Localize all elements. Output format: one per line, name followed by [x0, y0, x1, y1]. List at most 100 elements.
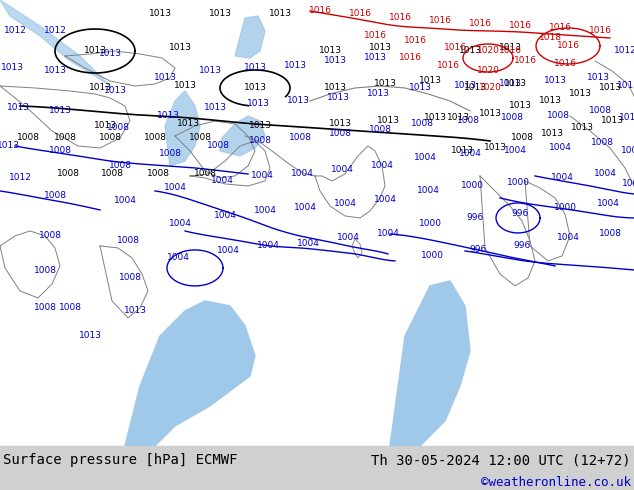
Text: 1008: 1008 — [117, 237, 139, 245]
Text: 1004: 1004 — [214, 212, 236, 220]
Text: 1004: 1004 — [330, 166, 353, 174]
Text: 1008: 1008 — [48, 147, 72, 155]
Polygon shape — [390, 281, 470, 446]
Text: 1000: 1000 — [420, 251, 444, 261]
Text: 1016: 1016 — [514, 56, 536, 66]
Text: 1013: 1013 — [79, 331, 101, 341]
Text: 1004: 1004 — [250, 172, 273, 180]
Text: 1008: 1008 — [288, 133, 311, 143]
Text: 1013: 1013 — [619, 114, 634, 122]
Text: 1013: 1013 — [176, 120, 200, 128]
Text: 1008: 1008 — [158, 149, 181, 158]
Text: 1013: 1013 — [269, 9, 292, 19]
Text: 1004: 1004 — [297, 240, 320, 248]
Text: 1013: 1013 — [247, 99, 269, 108]
Text: 1004: 1004 — [254, 206, 276, 216]
Text: 1013: 1013 — [408, 83, 432, 93]
Text: 1016: 1016 — [508, 22, 531, 30]
Text: Th 30-05-2024 12:00 UTC (12+72): Th 30-05-2024 12:00 UTC (12+72) — [371, 453, 631, 467]
Text: 1013: 1013 — [124, 306, 146, 316]
Text: 1013: 1013 — [327, 94, 349, 102]
Text: 1013: 1013 — [318, 47, 342, 55]
Text: 1013: 1013 — [484, 144, 507, 152]
Text: 1013: 1013 — [209, 9, 231, 19]
Text: 1013: 1013 — [600, 117, 623, 125]
Text: 1016: 1016 — [588, 26, 612, 35]
Text: 1008: 1008 — [101, 170, 124, 178]
Text: 1004: 1004 — [557, 233, 579, 243]
Text: 1016: 1016 — [309, 6, 332, 16]
Polygon shape — [235, 16, 265, 58]
Text: 1008: 1008 — [510, 133, 533, 143]
Text: 1016: 1016 — [553, 59, 576, 69]
Text: 1013: 1013 — [44, 67, 67, 75]
Text: 1004: 1004 — [413, 153, 436, 163]
Text: 1013: 1013 — [424, 114, 446, 122]
Text: 1008: 1008 — [588, 106, 612, 116]
Text: 1004: 1004 — [548, 144, 571, 152]
Text: 1013: 1013 — [498, 44, 522, 52]
Text: 1013: 1013 — [6, 103, 30, 113]
Text: 1013: 1013 — [157, 111, 179, 121]
Text: 1004: 1004 — [503, 147, 526, 155]
Text: 1013: 1013 — [368, 44, 392, 52]
Text: 1004: 1004 — [373, 196, 396, 204]
Text: 1013: 1013 — [453, 81, 477, 91]
Text: 1008: 1008 — [590, 139, 614, 147]
Text: 1013: 1013 — [451, 147, 474, 155]
Text: 1004: 1004 — [113, 196, 136, 205]
Text: 1013: 1013 — [48, 106, 72, 116]
Text: 1008: 1008 — [107, 123, 129, 132]
Text: 1013: 1013 — [508, 101, 531, 110]
Text: 1013: 1013 — [538, 97, 562, 105]
Text: 1004: 1004 — [294, 203, 316, 213]
Text: 1013: 1013 — [287, 97, 309, 105]
Text: 1013: 1013 — [323, 56, 347, 66]
Text: 1016: 1016 — [498, 47, 522, 55]
Text: 1013: 1013 — [84, 47, 107, 55]
Text: 1008: 1008 — [58, 303, 82, 313]
Text: 1013: 1013 — [366, 90, 389, 98]
Text: 1008: 1008 — [598, 229, 621, 239]
Text: 1016: 1016 — [557, 42, 579, 50]
Text: 1013: 1013 — [243, 83, 266, 93]
Text: 1008: 1008 — [328, 129, 351, 139]
Text: 1020: 1020 — [477, 47, 500, 55]
Text: 996: 996 — [512, 209, 529, 219]
Text: 1013: 1013 — [543, 76, 567, 85]
Text: 1013: 1013 — [446, 114, 470, 122]
Text: 1013: 1013 — [243, 64, 266, 73]
Text: 1013: 1013 — [169, 44, 191, 52]
Text: ©weatheronline.co.uk: ©weatheronline.co.uk — [481, 476, 631, 489]
Text: 1020: 1020 — [479, 83, 501, 93]
Text: 1008: 1008 — [188, 133, 212, 143]
Text: 1008: 1008 — [44, 192, 67, 200]
Text: 1000: 1000 — [418, 220, 441, 228]
Text: 1013: 1013 — [204, 103, 226, 113]
Text: 1008: 1008 — [34, 267, 56, 275]
Text: 1008: 1008 — [56, 170, 79, 178]
Text: 1013: 1013 — [377, 117, 399, 125]
Text: 1008: 1008 — [143, 133, 167, 143]
Text: 1008: 1008 — [410, 120, 434, 128]
Text: 1013: 1013 — [323, 83, 347, 93]
Text: 996: 996 — [514, 242, 531, 250]
Text: 1008: 1008 — [53, 133, 77, 143]
Text: 1013: 1013 — [153, 74, 176, 82]
Text: 1004: 1004 — [377, 229, 399, 239]
Text: 1016: 1016 — [399, 53, 422, 63]
Text: 1013: 1013 — [89, 83, 112, 93]
Text: 1016: 1016 — [436, 61, 460, 71]
Text: 1013: 1013 — [418, 76, 441, 85]
Text: 1008: 1008 — [547, 111, 569, 121]
Text: 1012: 1012 — [44, 26, 67, 35]
Text: 1016: 1016 — [429, 17, 451, 25]
Text: 1008: 1008 — [193, 170, 216, 178]
Text: 1008: 1008 — [34, 303, 56, 313]
Text: 1004: 1004 — [169, 220, 191, 228]
Text: 1012: 1012 — [614, 47, 634, 55]
Text: 1013: 1013 — [249, 122, 271, 130]
Text: 1004: 1004 — [621, 179, 634, 189]
Text: Surface pressure [hPa] ECMWF: Surface pressure [hPa] ECMWF — [3, 453, 238, 467]
Text: 1012: 1012 — [4, 26, 27, 35]
